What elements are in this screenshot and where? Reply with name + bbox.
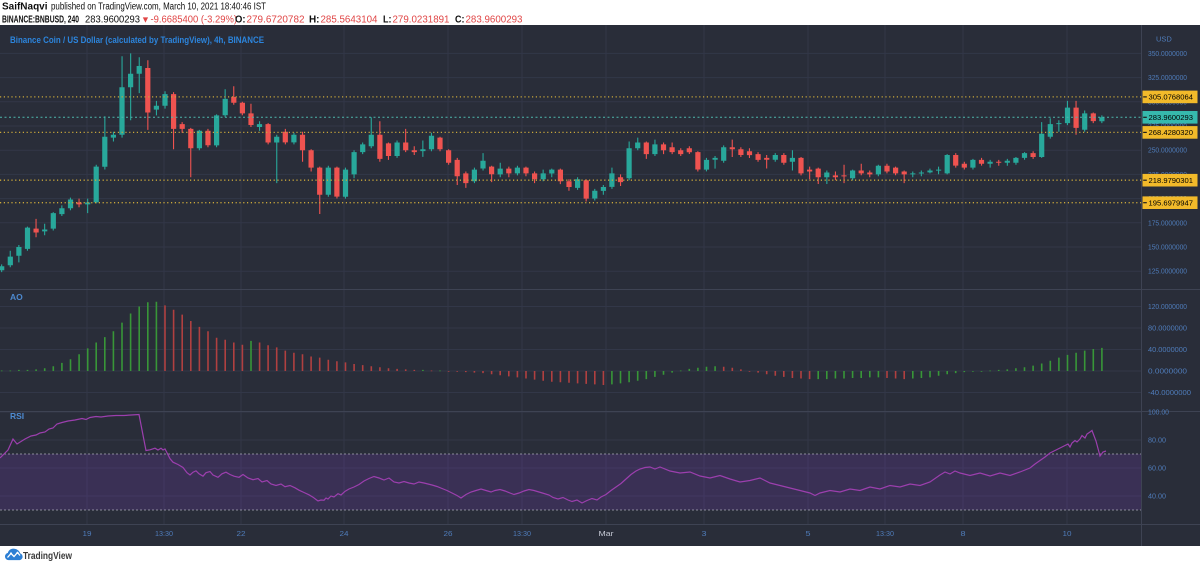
svg-text:325.0000000: 325.0000000	[1148, 73, 1187, 82]
svg-text:40.0000000: 40.0000000	[1148, 345, 1187, 354]
svg-text:Binance Coin / US Dollar (calc: Binance Coin / US Dollar (calculated by …	[10, 35, 264, 46]
svg-text:195.6979947: 195.6979947	[1149, 199, 1194, 208]
svg-text:120.0000000: 120.0000000	[1148, 302, 1187, 311]
svg-text:150.0000000: 150.0000000	[1148, 243, 1187, 252]
svg-text:3: 3	[702, 529, 707, 538]
svg-text:10: 10	[1063, 529, 1072, 538]
svg-text:80.0000000: 80.0000000	[1148, 324, 1187, 333]
svg-text:350.0000000: 350.0000000	[1148, 49, 1187, 58]
svg-text:22: 22	[237, 529, 246, 538]
svg-text:0.0000000: 0.0000000	[1148, 367, 1187, 376]
svg-text:8: 8	[961, 529, 966, 538]
svg-text:250.0000000: 250.0000000	[1148, 146, 1187, 155]
svg-text:TradingView: TradingView	[23, 551, 72, 562]
svg-text:268.4280320: 268.4280320	[1149, 128, 1194, 137]
svg-text:275.0000000: 275.0000000	[1148, 122, 1187, 131]
svg-text:26: 26	[444, 529, 453, 538]
svg-text:24: 24	[340, 529, 349, 538]
svg-text:60.00: 60.00	[1148, 464, 1166, 473]
svg-text:Mar: Mar	[599, 529, 615, 538]
svg-text:218.9790301: 218.9790301	[1149, 176, 1194, 185]
svg-text:80.00: 80.00	[1148, 436, 1166, 445]
svg-text:13:30: 13:30	[155, 529, 173, 538]
svg-text:283.9600293: 283.9600293	[1149, 113, 1194, 122]
svg-text:13:30: 13:30	[876, 529, 894, 538]
svg-text:305.0768064: 305.0768064	[1149, 93, 1194, 102]
svg-text:-40.0000000: -40.0000000	[1148, 388, 1191, 397]
svg-text:175.0000000: 175.0000000	[1148, 218, 1187, 227]
svg-text:RSI: RSI	[10, 411, 24, 421]
svg-text:40.00: 40.00	[1148, 492, 1166, 501]
svg-text:19: 19	[83, 529, 92, 538]
svg-text:USD: USD	[1156, 35, 1172, 44]
svg-text:125.0000000: 125.0000000	[1148, 267, 1187, 276]
svg-text:100.00: 100.00	[1148, 408, 1169, 417]
svg-text:13:30: 13:30	[513, 529, 531, 538]
svg-text:AO: AO	[10, 292, 23, 302]
svg-text:5: 5	[806, 529, 811, 538]
